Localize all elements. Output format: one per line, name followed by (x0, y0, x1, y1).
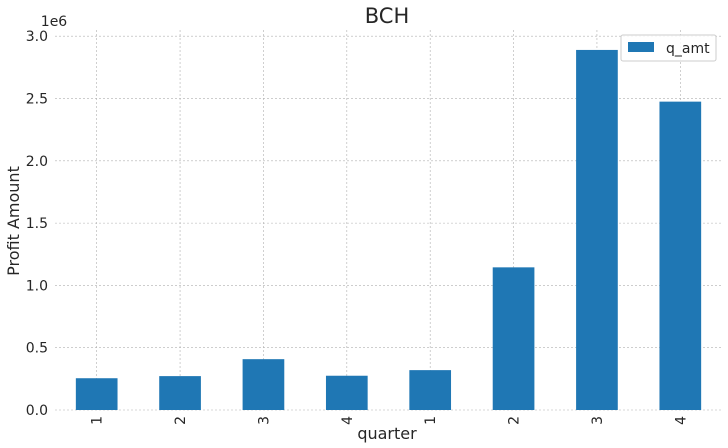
bars (75, 49, 702, 411)
bar (242, 359, 285, 410)
x-axis-label: quarter (357, 424, 417, 443)
x-tick-label: 4 (673, 416, 689, 425)
y-tick-label: 0.0 (26, 403, 48, 419)
y-tick-label: 0.5 (26, 341, 48, 357)
legend-entry-q-amt: q_amt (666, 41, 710, 57)
y-tick-label: 3.0 (26, 29, 48, 45)
x-tick-label: 4 (340, 416, 356, 425)
x-tick-label: 1 (90, 416, 106, 425)
y-tick-label: 2.0 (26, 154, 48, 170)
legend-frame (620, 34, 717, 62)
y-axis-label: Profit Amount (4, 166, 23, 276)
y-tick-label: 1.0 (26, 278, 48, 294)
bar (75, 378, 118, 410)
legend-swatch (628, 42, 654, 52)
x-axis-ticks: 1 2 3 4 1 2 3 4 (90, 416, 690, 425)
x-tick-label: 2 (173, 416, 189, 425)
x-tick-label: 1 (423, 416, 439, 425)
bar (325, 375, 368, 410)
grid (55, 30, 722, 411)
x-tick-label: 3 (256, 416, 272, 425)
bar (409, 370, 452, 410)
chart-title: BCH (365, 4, 410, 28)
x-tick-label: 3 (590, 416, 606, 425)
bar (159, 376, 201, 410)
y-tick-label: 1.5 (26, 216, 48, 232)
y-axis-ticks: 0.0 0.5 1.0 1.5 2.0 2.5 3.0 (26, 29, 48, 419)
bar (492, 267, 535, 410)
y-tick-label: 2.5 (26, 92, 48, 108)
legend: q_amt (620, 34, 717, 62)
x-tick-label: 2 (507, 416, 523, 425)
bar (659, 101, 702, 410)
bar (576, 49, 618, 411)
y-offset-label: 1e6 (41, 14, 68, 30)
